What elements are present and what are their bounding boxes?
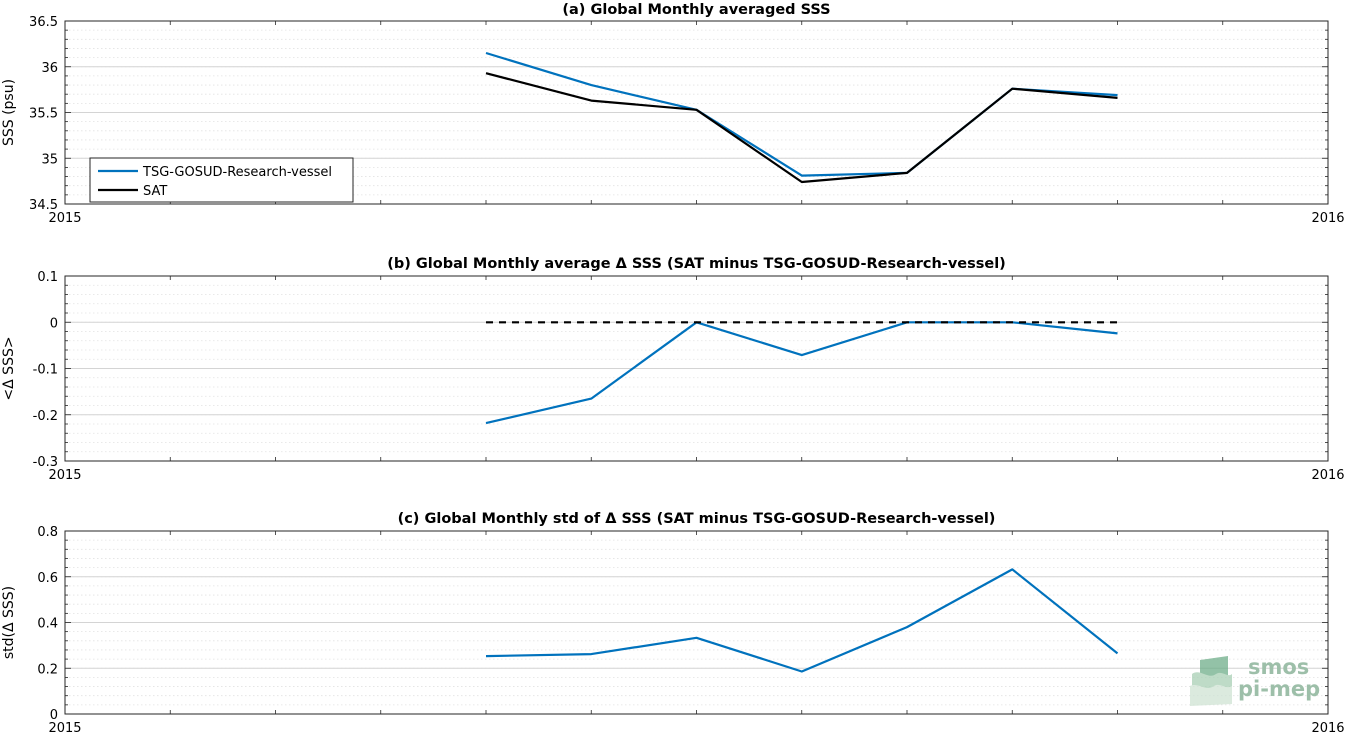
y-axis-label: <Δ SSS> — [1, 336, 17, 400]
legend-entry: TSG-GOSUD-Research-vessel — [142, 165, 332, 180]
smos-pi-mep-logo: smos pi-mep — [1190, 655, 1320, 706]
y-tick-label: -0.1 — [33, 363, 58, 378]
y-tick-label: 0.4 — [37, 617, 58, 632]
y-tick-label: 0.2 — [37, 662, 58, 677]
panel-b-delta-sss: -0.3 -0.2 -0.1 0 0.1 2015 2016 (b) Global Month… — [1, 256, 1345, 483]
legend: TSG-GOSUD-Research-vessel SAT — [89, 157, 354, 203]
y-tick-label: 35 — [41, 152, 58, 167]
x-tick-label: 2015 — [48, 211, 81, 226]
y-tick-label: -0.3 — [33, 455, 58, 470]
panel-title: (a) Global Monthly averaged SSS — [562, 2, 830, 18]
legend-box — [89, 157, 354, 203]
x-tick-label: 2015 — [48, 468, 81, 483]
y-axis-label: std(Δ SSS) — [1, 586, 17, 659]
panel-c-std-delta-sss: 0 0.2 0.4 0.6 0.8 2015 2016 (c) Global Monthly … — [1, 511, 1345, 736]
logo-line-1: smos — [1248, 655, 1309, 679]
y-tick-label: 0.1 — [37, 270, 58, 285]
x-tick-label: 2016 — [1311, 468, 1344, 483]
y-tick-label: 34.5 — [29, 198, 58, 213]
y-axis-label: SSS (psu) — [1, 79, 17, 146]
axes-box — [64, 275, 1329, 462]
series-line-0 — [485, 568, 1119, 673]
y-tick-label: 0.8 — [37, 525, 58, 540]
axes-box — [64, 20, 1329, 205]
y-tick-label: 0 — [50, 316, 58, 331]
x-tick-label: 2016 — [1311, 211, 1344, 226]
y-tick-label: 36.5 — [29, 15, 58, 30]
panel-title: (b) Global Monthly average Δ SSS (SAT mi… — [387, 256, 1006, 272]
series-line-1 — [485, 72, 1118, 184]
panel-title: (c) Global Monthly std of Δ SSS (SAT min… — [398, 511, 996, 527]
y-tick-label: 0 — [50, 708, 58, 723]
axes-box — [64, 530, 1329, 715]
y-tick-label: -0.2 — [33, 409, 58, 424]
y-tick-label: 35.5 — [29, 107, 58, 122]
panel-a-global-monthly-sss: 34.5 35 35.5 36 36.5 2015 2016 (a) Global Month… — [1, 2, 1345, 226]
x-tick-label: 2016 — [1311, 721, 1344, 736]
y-tick-label: 0.6 — [37, 571, 58, 586]
y-tick-label: 36 — [41, 61, 58, 76]
x-tick-label: 2015 — [48, 721, 81, 736]
logo-line-2: pi-mep — [1238, 677, 1320, 701]
legend-entry: SAT — [143, 184, 167, 199]
